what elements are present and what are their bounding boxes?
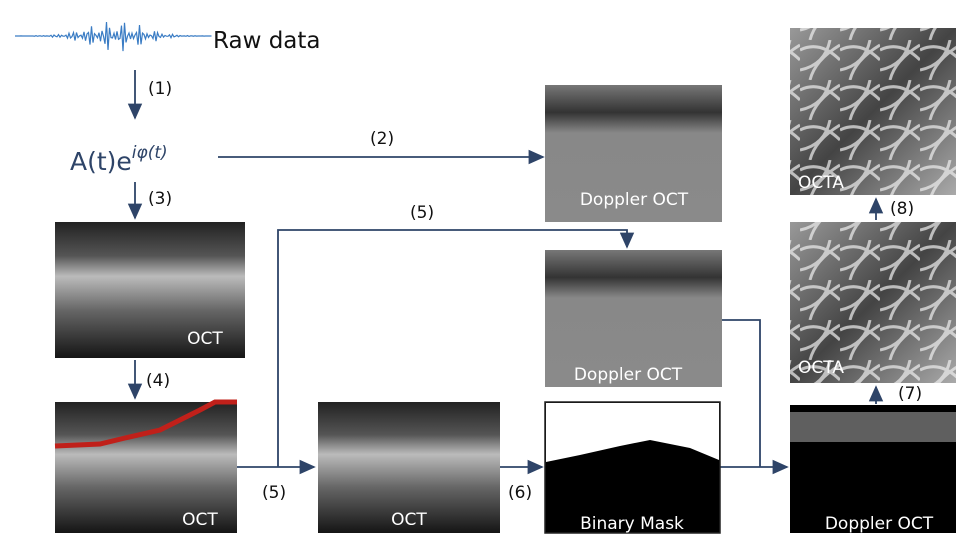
panel-label: Doppler OCT (580, 190, 689, 210)
raw-data-label: Raw data (213, 28, 321, 54)
panel-label: OCTA (798, 173, 844, 193)
panel-label: OCT (182, 510, 218, 530)
formula-exponent: iφ(t) (132, 143, 168, 163)
vessel-texture (790, 28, 956, 195)
step-label: (5) (410, 203, 434, 223)
formula: A(t)eiφ(t) (70, 143, 168, 176)
panel-label: Doppler OCT (825, 514, 934, 534)
step-label: (7) (898, 384, 922, 404)
panel-label: OCT (187, 329, 223, 349)
step-label: (4) (146, 371, 170, 391)
step-label: (2) (370, 129, 394, 149)
step-label: (1) (148, 79, 172, 99)
diagram: Raw data (1) A(t)eiφ(t) (2) (3) (4) (5) … (0, 0, 956, 537)
doppler-signal (790, 412, 956, 442)
panel-label: OCT (391, 510, 427, 530)
formula-base: A(t)e (70, 147, 132, 176)
step-label: (6) (508, 483, 532, 503)
panel-label: Binary Mask (580, 514, 684, 534)
waveform (15, 22, 212, 51)
step-label: (8) (890, 199, 914, 219)
panel-label: OCTA (798, 358, 844, 378)
step-label: (5) (262, 483, 286, 503)
arrow (722, 320, 760, 467)
step-label: (3) (148, 189, 172, 209)
panel-label: Doppler OCT (574, 365, 683, 385)
